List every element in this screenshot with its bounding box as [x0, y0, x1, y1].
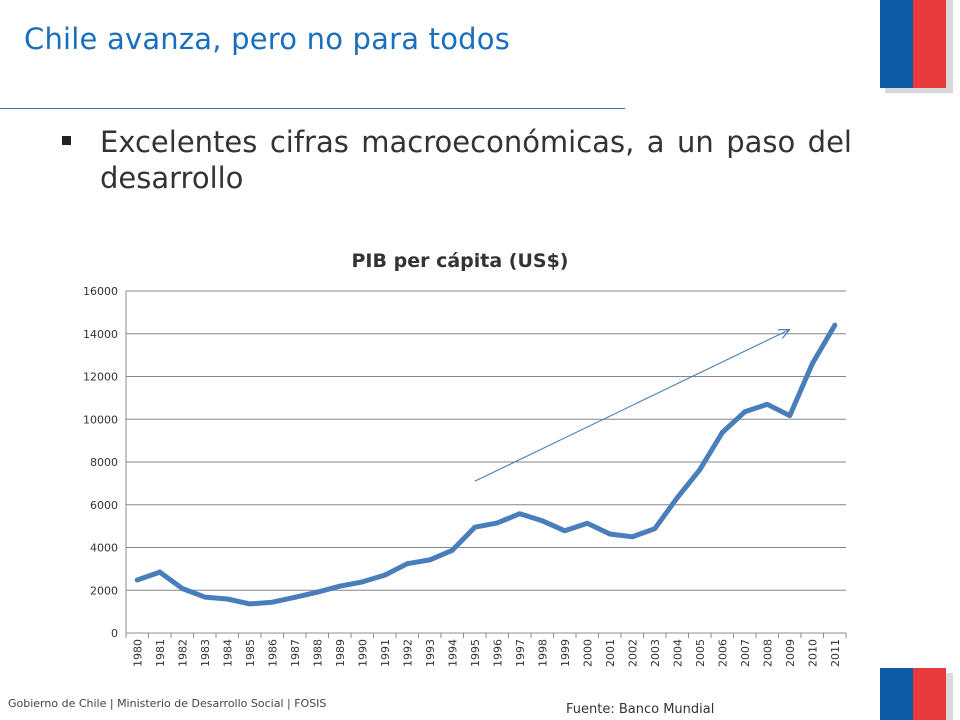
y-tick-label: 4000 — [90, 542, 118, 555]
x-tick-label: 1988 — [311, 639, 324, 667]
x-tick-label: 2010 — [806, 639, 819, 667]
x-tick-label: 2003 — [649, 639, 662, 667]
x-tick-label: 2001 — [604, 639, 617, 667]
title-underline — [0, 108, 625, 109]
x-tick-label: 2000 — [581, 639, 594, 667]
data-point — [224, 596, 230, 602]
chart-title: PIB per cápita (US$) — [351, 250, 569, 272]
data-point — [449, 547, 455, 553]
y-tick-label: 8000 — [90, 456, 118, 469]
x-tick-label: 1981 — [154, 639, 167, 667]
x-tick-label: 2009 — [784, 639, 797, 667]
data-point — [809, 361, 815, 367]
chile-flag-logo-bottom — [880, 668, 946, 720]
y-tick-label: 10000 — [83, 413, 118, 426]
data-point — [652, 526, 658, 532]
y-tick-label: 6000 — [90, 499, 118, 512]
data-point — [584, 520, 590, 526]
x-tick-label: 1985 — [244, 639, 257, 667]
data-point — [247, 601, 253, 607]
data-point — [629, 534, 635, 540]
square-bullet-icon — [62, 136, 71, 145]
chile-flag-logo-top — [880, 0, 946, 88]
data-point — [359, 579, 365, 585]
x-tick-label: 1997 — [514, 639, 527, 667]
x-tick-label: 2007 — [739, 639, 752, 667]
x-tick-label: 1984 — [221, 639, 234, 667]
y-tick-label: 0 — [111, 627, 118, 640]
data-point — [787, 413, 793, 419]
data-point — [719, 430, 725, 435]
x-tick-label: 1995 — [469, 639, 482, 667]
data-point — [697, 467, 703, 473]
data-point — [157, 569, 163, 575]
x-tick-label: 1991 — [379, 639, 392, 667]
x-tick-label: 1993 — [424, 639, 437, 667]
data-point — [337, 583, 343, 589]
bullet-item: Excelentes cifras macroeconómicas, a un … — [100, 125, 852, 195]
data-point — [134, 577, 140, 583]
y-tick-label: 14000 — [83, 328, 118, 341]
data-point — [202, 594, 208, 600]
data-point — [314, 589, 320, 595]
data-point — [494, 520, 500, 526]
y-tick-label: 12000 — [83, 371, 118, 384]
x-tick-label: 1982 — [176, 639, 189, 667]
data-point — [539, 518, 545, 524]
x-tick-label: 2006 — [716, 639, 729, 667]
x-tick-label: 1990 — [356, 639, 369, 667]
data-point — [742, 409, 748, 415]
x-tick-label: 2002 — [626, 639, 639, 667]
data-point — [674, 495, 680, 501]
data-point — [404, 561, 410, 567]
x-tick-label: 2011 — [829, 639, 842, 667]
y-tick-label: 16000 — [83, 285, 118, 298]
data-point — [382, 572, 388, 578]
x-tick-label: 1980 — [131, 639, 144, 667]
x-tick-label: 1987 — [289, 639, 302, 667]
source-note: Fuente: Banco Mundial — [566, 702, 715, 717]
x-tick-label: 1999 — [559, 639, 572, 667]
gdp-series-line — [134, 322, 838, 607]
x-tick-label: 1994 — [446, 639, 459, 667]
data-point — [607, 531, 613, 537]
bullet-list: Excelentes cifras macroeconómicas, a un … — [62, 124, 852, 196]
x-tick-label: 1986 — [266, 639, 279, 667]
data-point — [269, 599, 275, 605]
x-tick-label: 1983 — [199, 639, 212, 667]
slide-title: Chile avanza, pero no para todos — [24, 22, 511, 56]
data-point — [179, 586, 185, 591]
y-tick-label: 2000 — [90, 584, 118, 597]
data-point — [832, 322, 838, 328]
trend-arrow — [474, 329, 790, 482]
x-tick-label: 1989 — [334, 639, 347, 667]
footer-text: Gobierno de Chile | Ministerio de Desarr… — [8, 697, 327, 710]
data-point — [517, 511, 523, 517]
x-tick-label: 2008 — [761, 639, 774, 667]
data-point — [562, 528, 568, 534]
data-point — [472, 524, 478, 530]
x-tick-label: 2005 — [694, 639, 707, 667]
data-point — [764, 401, 770, 407]
x-tick-label: 1998 — [536, 639, 549, 667]
data-point — [427, 557, 433, 563]
data-point — [292, 594, 298, 600]
x-tick-label: 1992 — [401, 639, 414, 667]
x-tick-label: 2004 — [671, 639, 684, 667]
x-tick-label: 1996 — [491, 639, 504, 667]
